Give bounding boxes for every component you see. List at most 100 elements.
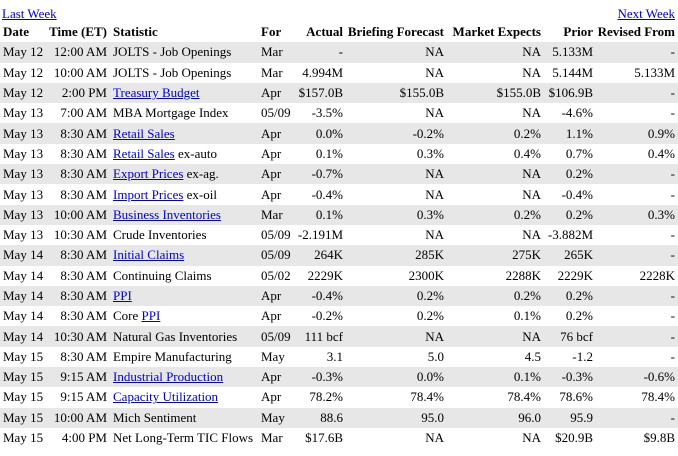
statistic-link[interactable]: Treasury Budget bbox=[113, 85, 200, 101]
actual-cell: 2229K bbox=[293, 265, 343, 286]
statistic-cell: Treasury Budget bbox=[109, 82, 257, 104]
prior-cell: $20.9B bbox=[541, 427, 593, 449]
statistic-link[interactable]: PPI bbox=[113, 288, 132, 303]
time-cell: 8:30 AM bbox=[47, 285, 109, 307]
time-cell: 2:00 PM bbox=[47, 82, 109, 104]
prior-cell: 95.9 bbox=[541, 407, 593, 428]
briefing-forecast-cell: 0.2% bbox=[343, 285, 444, 307]
market-expects-cell: 2288K bbox=[444, 265, 541, 286]
actual-cell: 3.1 bbox=[293, 346, 343, 368]
briefing-forecast-cell: 0.3% bbox=[343, 204, 444, 225]
briefing-forecast-cell: NA bbox=[343, 326, 444, 347]
statistic-label: Natural Gas Inventories bbox=[113, 328, 238, 344]
date-cell: May 13 bbox=[0, 184, 47, 205]
actual-cell: 111 bcf bbox=[293, 326, 343, 347]
table-row: May 13 8:30 AM Retail Sales Apr 0.0% -0.2% 0.2… bbox=[0, 123, 678, 144]
market-expects-cell: 275K bbox=[444, 245, 541, 266]
table-row: May 12 12:00 AM JOLTS - Job Openings Mar - NA… bbox=[0, 42, 678, 63]
statistic-label: JOLTS - Job Openings bbox=[113, 64, 232, 80]
actual-cell: 0.0% bbox=[293, 123, 343, 144]
time-cell: 8:30 AM bbox=[47, 123, 109, 144]
revised-from-cell: - bbox=[593, 306, 678, 327]
header-row: Date Time (ET) Statistic For Actual Brie… bbox=[0, 22, 678, 42]
date-cell: May 14 bbox=[0, 326, 47, 347]
date-cell: May 14 bbox=[0, 285, 47, 307]
for-period-cell: 05/02 bbox=[257, 265, 293, 286]
actual-cell: 264K bbox=[293, 245, 343, 266]
revised-from-cell: - bbox=[593, 42, 678, 63]
statistic-cell: Mich Sentiment bbox=[109, 407, 257, 428]
briefing-forecast-cell: NA bbox=[343, 224, 444, 246]
date-cell: May 12 bbox=[0, 62, 47, 83]
table-row: May 13 8:30 AM Import Prices ex-oil Apr -0.4… bbox=[0, 184, 678, 205]
for-period-cell: Apr bbox=[257, 367, 293, 388]
actual-cell: -0.2% bbox=[293, 306, 343, 327]
actual-cell: -3.5% bbox=[293, 103, 343, 124]
next-week-link[interactable]: Next Week bbox=[617, 6, 675, 21]
statistic-cell: PPI bbox=[109, 285, 257, 307]
briefing-forecast-cell: NA bbox=[343, 103, 444, 124]
time-cell: 8:30 AM bbox=[47, 346, 109, 368]
date-cell: May 15 bbox=[0, 387, 47, 408]
for-period-cell: Apr bbox=[257, 143, 293, 165]
prior-cell: 0.2% bbox=[541, 285, 593, 307]
revised-from-cell: - bbox=[593, 407, 678, 428]
actual-cell: $17.6B bbox=[293, 427, 343, 449]
date-cell: May 14 bbox=[0, 265, 47, 286]
header-actual: Actual bbox=[306, 24, 343, 40]
for-period-cell: 05/09 bbox=[257, 326, 293, 347]
revised-from-cell: - bbox=[593, 184, 678, 205]
statistic-link[interactable]: PPI bbox=[141, 308, 161, 324]
table-row: May 12 10:00 AM JOLTS - Job Openings Mar 4.9… bbox=[0, 62, 678, 83]
revised-from-cell: -0.6% bbox=[593, 367, 678, 388]
table-row: May 14 8:30 AM Continuing Claims 05/02 2229K… bbox=[0, 265, 678, 286]
revised-from-cell: - bbox=[593, 103, 678, 124]
statistic-link[interactable]: Import Prices bbox=[113, 186, 184, 202]
actual-cell: - bbox=[293, 42, 343, 63]
date-cell: May 15 bbox=[0, 346, 47, 368]
actual-cell: 0.1% bbox=[293, 143, 343, 165]
date-cell: May 15 bbox=[0, 427, 47, 449]
briefing-forecast-cell: 78.4% bbox=[343, 387, 444, 408]
market-expects-cell: NA bbox=[444, 103, 541, 124]
briefing-forecast-cell: 0.2% bbox=[343, 306, 444, 327]
actual-cell: -2.191M bbox=[293, 224, 343, 246]
statistic-link[interactable]: Retail Sales bbox=[113, 145, 175, 161]
statistic-link[interactable]: Industrial Production bbox=[113, 369, 224, 385]
for-period-cell: Apr bbox=[257, 82, 293, 104]
time-cell: 10:00 AM bbox=[47, 204, 109, 225]
table-row: May 15 9:15 AM Industrial Production Apr -0.… bbox=[0, 367, 678, 388]
market-expects-cell: NA bbox=[444, 326, 541, 347]
statistic-link[interactable]: Business Inventories bbox=[113, 206, 221, 222]
date-cell: May 14 bbox=[0, 306, 47, 327]
time-cell: 8:30 AM bbox=[47, 143, 109, 165]
header-time: Time (ET) bbox=[49, 24, 107, 40]
statistic-cell: Capacity Utilization bbox=[109, 387, 257, 408]
statistic-link[interactable]: Retail Sales bbox=[113, 125, 175, 141]
for-period-cell: Mar bbox=[257, 204, 293, 225]
table-row: May 15 4:00 PM Net Long-Term TIC Flows Mar $… bbox=[0, 427, 678, 449]
table-row: May 15 9:15 AM Capacity Utilization Apr 78.2… bbox=[0, 387, 678, 408]
statistic-cell: Core PPI bbox=[109, 306, 257, 327]
prior-cell: -4.6% bbox=[541, 103, 593, 124]
table-row: May 15 10:00 AM Mich Sentiment May 88.6 95.0 9… bbox=[0, 407, 678, 428]
statistic-label: MBA Mortgage Index bbox=[113, 105, 229, 121]
for-period-cell: May bbox=[257, 346, 293, 368]
actual-cell: 78.2% bbox=[293, 387, 343, 408]
prior-cell: 0.2% bbox=[541, 306, 593, 327]
revised-from-cell: $9.8B bbox=[593, 427, 678, 449]
statistic-link[interactable]: Capacity Utilization bbox=[113, 389, 219, 405]
statistic-suffix: ex-ag. bbox=[183, 166, 219, 182]
date-cell: May 13 bbox=[0, 143, 47, 165]
market-expects-cell: NA bbox=[444, 224, 541, 246]
statistic-cell: Initial Claims bbox=[109, 245, 257, 266]
statistic-cell: JOLTS - Job Openings bbox=[109, 62, 257, 83]
market-expects-cell: 96.0 bbox=[444, 407, 541, 428]
last-week-link[interactable]: Last Week bbox=[2, 6, 57, 21]
date-cell: May 13 bbox=[0, 204, 47, 225]
table-row: May 13 7:00 AM MBA Mortgage Index 05/09 -3.5… bbox=[0, 103, 678, 124]
statistic-link[interactable]: Export Prices bbox=[113, 166, 184, 182]
prior-cell: -0.4% bbox=[541, 184, 593, 205]
market-expects-cell: $155.0B bbox=[444, 82, 541, 104]
statistic-link[interactable]: Initial Claims bbox=[113, 247, 185, 263]
